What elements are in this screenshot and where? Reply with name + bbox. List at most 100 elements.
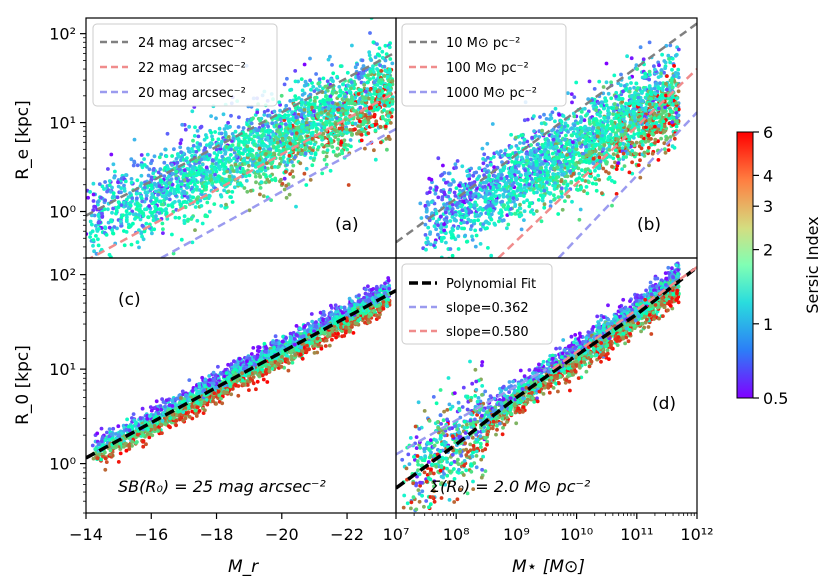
data-point [96, 202, 100, 207]
data-point [438, 225, 443, 230]
data-point [664, 113, 669, 117]
data-point [162, 187, 167, 192]
data-point [358, 105, 363, 110]
data-point [606, 106, 611, 110]
data-point [490, 122, 495, 126]
data-point [374, 119, 379, 124]
data-point [114, 208, 119, 213]
data-point [454, 218, 458, 223]
data-point [226, 189, 231, 194]
data-point [620, 100, 625, 104]
data-point [426, 225, 431, 230]
data-point [656, 127, 661, 131]
data-point [279, 93, 284, 98]
data-point [322, 99, 326, 104]
data-point [670, 56, 675, 61]
data-point [314, 72, 318, 76]
data-point [323, 84, 328, 89]
data-point [144, 197, 149, 201]
data-point [666, 148, 671, 153]
data-point [159, 188, 164, 192]
data-point [505, 174, 509, 179]
data-point [296, 120, 301, 125]
data-point [235, 169, 240, 174]
data-point [489, 217, 494, 222]
data-point [96, 200, 100, 204]
data-point [370, 99, 374, 104]
data-point [278, 132, 283, 137]
data-point [334, 153, 338, 158]
data-point [480, 146, 485, 151]
data-point [584, 113, 588, 118]
data-point [111, 191, 116, 196]
data-point [588, 174, 592, 178]
data-point [331, 79, 335, 84]
data-point [173, 200, 177, 204]
data-point [659, 125, 664, 130]
data-point [308, 78, 312, 83]
data-point [542, 205, 547, 210]
data-point [625, 54, 629, 59]
data-point [509, 132, 513, 137]
data-point [595, 134, 600, 139]
data-point [140, 211, 145, 216]
data-point [170, 204, 175, 209]
data-point [478, 183, 482, 188]
data-point [126, 206, 131, 211]
data-point [582, 118, 587, 123]
data-point [90, 222, 94, 227]
data-point [656, 75, 661, 79]
data-point [373, 55, 378, 60]
data-point [178, 202, 183, 207]
data-point [267, 179, 271, 184]
data-point [387, 137, 392, 142]
data-point [379, 140, 383, 145]
data-point [164, 184, 169, 188]
data-point [280, 181, 285, 186]
data-point [308, 146, 312, 150]
data-point [518, 141, 522, 145]
data-point [278, 114, 283, 118]
data-point [338, 64, 343, 68]
data-point [357, 99, 361, 104]
data-point [461, 183, 466, 188]
data-point [253, 165, 258, 169]
data-point [473, 244, 478, 249]
data-point [469, 224, 474, 228]
data-point [581, 152, 585, 156]
data-point [99, 195, 103, 200]
data-point [242, 148, 247, 152]
data-point [323, 120, 328, 125]
data-point [472, 221, 477, 226]
data-point [195, 185, 199, 189]
data-point [143, 190, 148, 195]
data-point [149, 183, 154, 188]
data-point [621, 106, 626, 111]
data-point [191, 165, 195, 169]
data-point [652, 64, 656, 68]
data-point [196, 145, 201, 150]
data-point [558, 160, 563, 165]
data-point [575, 121, 580, 125]
data-point [119, 176, 124, 181]
data-point [610, 128, 615, 133]
data-point [152, 154, 157, 159]
data-point [325, 148, 330, 153]
data-point [668, 109, 673, 114]
data-point [548, 199, 553, 204]
data-point [313, 95, 317, 100]
data-point [465, 191, 470, 195]
data-point [604, 61, 609, 66]
data-point [449, 259, 453, 263]
data-point [320, 106, 325, 111]
data-point [135, 240, 140, 245]
data-point [90, 229, 95, 234]
data-point [170, 182, 175, 187]
data-point [154, 198, 159, 203]
data-point [383, 84, 387, 89]
data-point [325, 79, 330, 84]
data-point [255, 110, 260, 115]
data-point [179, 182, 184, 187]
data-point [514, 135, 518, 140]
data-point [204, 165, 209, 170]
